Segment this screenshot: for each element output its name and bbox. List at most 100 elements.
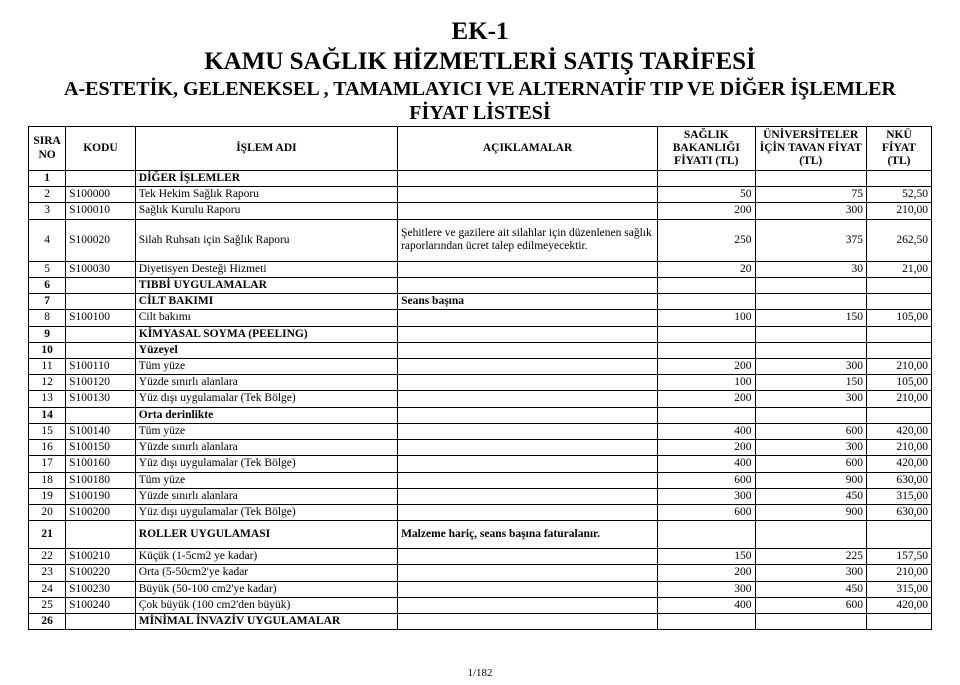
cell: 24 (29, 581, 66, 597)
cell: S100200 (66, 504, 136, 520)
cell (398, 358, 658, 374)
cell: 225 (755, 549, 866, 565)
cell (658, 171, 755, 187)
cell (866, 277, 931, 293)
cell (755, 521, 866, 549)
cell: 420,00 (866, 597, 931, 613)
table-row: 6TIBBİ UYGULAMALAR (29, 277, 932, 293)
cell: 100 (658, 310, 755, 326)
cell (66, 407, 136, 423)
cell (398, 549, 658, 565)
cell: Yüzeyel (135, 342, 397, 358)
cell: 300 (755, 565, 866, 581)
cell: 8 (29, 310, 66, 326)
cell (398, 423, 658, 439)
cell: Yüzde sınırlı alanlara (135, 375, 397, 391)
cell: 16 (29, 440, 66, 456)
table-row: 20S100200Yüz dışı uygulamalar (Tek Bölge… (29, 504, 932, 520)
cell (398, 488, 658, 504)
cell: Yüzde sınırlı alanlara (135, 440, 397, 456)
cell (866, 614, 931, 630)
table-row: 13S100130Yüz dışı uygulamalar (Tek Bölge… (29, 391, 932, 407)
table-row: 4S100020Silah Ruhsatı için Sağlık Raporu… (29, 219, 932, 261)
cell (866, 171, 931, 187)
cell: Seans başına (398, 294, 658, 310)
cell: 300 (658, 488, 755, 504)
cell: S100240 (66, 597, 136, 613)
cell: 600 (755, 456, 866, 472)
table-row: 7CİLT BAKIMISeans başına (29, 294, 932, 310)
table-row: 8S100100Cilt bakımı100150105,00 (29, 310, 932, 326)
cell: 420,00 (866, 456, 931, 472)
table-row: 19S100190Yüzde sınırlı alanlara300450315… (29, 488, 932, 504)
price-table: SIRA NO KODU İŞLEM ADI AÇIKLAMALAR SAĞLI… (28, 126, 932, 630)
cell (66, 342, 136, 358)
cell: 630,00 (866, 472, 931, 488)
cell (398, 310, 658, 326)
cell: 3 (29, 203, 66, 219)
table-row: 12S100120Yüzde sınırlı alanlara100150105… (29, 375, 932, 391)
cell: S100220 (66, 565, 136, 581)
table-row: 26MİNİMAL İNVAZİV UYGULAMALAR (29, 614, 932, 630)
cell (398, 342, 658, 358)
cell: Sağlık Kurulu Raporu (135, 203, 397, 219)
cell: 50 (658, 187, 755, 203)
cell: S100140 (66, 423, 136, 439)
cell: 7 (29, 294, 66, 310)
cell (866, 407, 931, 423)
table-row: 25S100240Çok büyük (100 cm2'den büyük)40… (29, 597, 932, 613)
cell: 10 (29, 342, 66, 358)
cell: S100190 (66, 488, 136, 504)
cell: 150 (755, 310, 866, 326)
cell: 23 (29, 565, 66, 581)
cell: DİĞER İŞLEMLER (135, 171, 397, 187)
cell (755, 342, 866, 358)
cell: 210,00 (866, 440, 931, 456)
cell: 9 (29, 326, 66, 342)
cell (398, 326, 658, 342)
cell (866, 342, 931, 358)
cell (398, 504, 658, 520)
cell: Tüm yüze (135, 358, 397, 374)
cell: Yüzde sınırlı alanlara (135, 488, 397, 504)
cell: 210,00 (866, 565, 931, 581)
th-p2: ÜNİVERSİTELER İÇİN TAVAN FİYAT (TL) (755, 127, 866, 171)
cell: 2 (29, 187, 66, 203)
cell (398, 597, 658, 613)
cell (755, 294, 866, 310)
cell: 22 (29, 549, 66, 565)
doc-code: EK-1 (28, 18, 932, 46)
cell: 13 (29, 391, 66, 407)
table-row: 11S100110Tüm yüze200300210,00 (29, 358, 932, 374)
th-sira: SIRA NO (29, 127, 66, 171)
cell: 210,00 (866, 358, 931, 374)
table-row: 21ROLLER UYGULAMASIMalzeme hariç, seans … (29, 521, 932, 549)
cell: 250 (658, 219, 755, 261)
cell: 300 (658, 581, 755, 597)
cell: Tüm yüze (135, 423, 397, 439)
cell: Orta derinlikte (135, 407, 397, 423)
cell (658, 294, 755, 310)
cell: S100230 (66, 581, 136, 597)
cell: S100100 (66, 310, 136, 326)
cell: 200 (658, 391, 755, 407)
cell: S100120 (66, 375, 136, 391)
cell: 25 (29, 597, 66, 613)
cell (398, 472, 658, 488)
cell: Malzeme hariç, seans başına faturalanır. (398, 521, 658, 549)
table-row: 16S100150Yüzde sınırlı alanlara200300210… (29, 440, 932, 456)
cell: S100160 (66, 456, 136, 472)
cell (66, 277, 136, 293)
cell: 5 (29, 261, 66, 277)
cell (398, 581, 658, 597)
th-p3: NKÜ FİYAT (TL) (866, 127, 931, 171)
doc-sub1: A-ESTETİK, GELENEKSEL , TAMAMLAYICI VE A… (28, 78, 932, 101)
cell: 900 (755, 504, 866, 520)
cell (658, 614, 755, 630)
cell: 200 (658, 203, 755, 219)
cell (658, 521, 755, 549)
cell (866, 326, 931, 342)
cell: 450 (755, 581, 866, 597)
cell: 150 (658, 549, 755, 565)
cell: 105,00 (866, 375, 931, 391)
